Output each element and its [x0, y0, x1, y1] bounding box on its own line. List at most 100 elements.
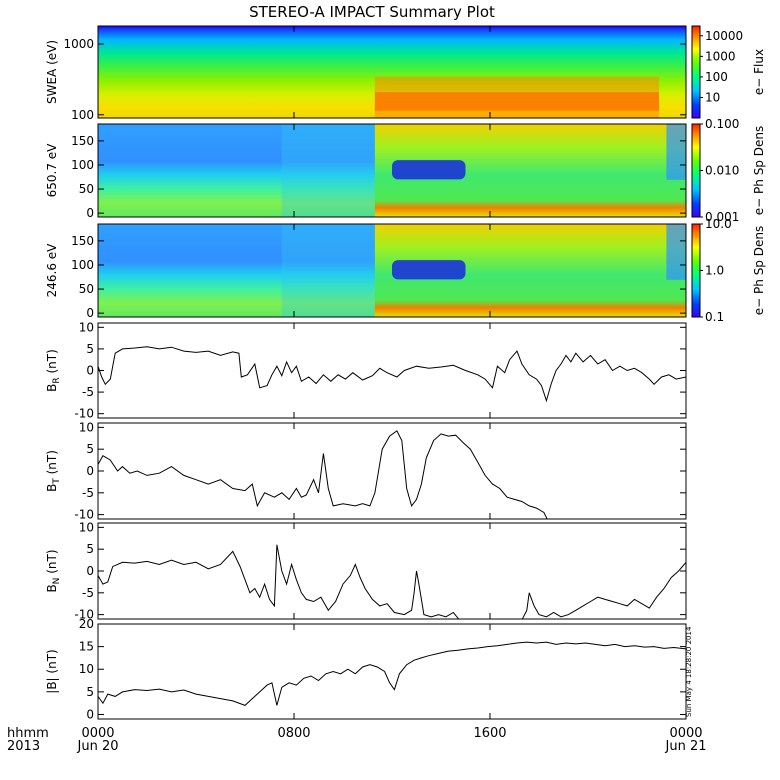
y-tick-label: 1000	[63, 37, 94, 51]
colorbar-tick-label: 0.001	[705, 210, 739, 224]
x-tick-label-time: 0000	[669, 726, 702, 741]
y-tick-label: 0	[86, 206, 94, 220]
colorbar-tick-label: 1000	[705, 49, 736, 63]
plot-area	[98, 423, 686, 519]
panel-pad650: 0 50 100 150 650.7 eV	[45, 123, 687, 220]
footer-hhmm: hhmm	[7, 726, 49, 741]
spectrogram-depletion	[392, 160, 466, 180]
panel-BR: -10 -5 0 5 10 BR (nT)	[45, 320, 687, 421]
footer-year: 2013	[7, 739, 40, 754]
y-axis-label: BT (nT)	[45, 450, 62, 492]
y-tick-label: 5	[86, 342, 94, 356]
y-tick-label: 50	[79, 282, 94, 296]
y-tick-label: 5	[86, 542, 94, 556]
y-axis-label-unit: (nT)	[45, 349, 59, 377]
colorbar-tick-label: 0.010	[705, 164, 739, 178]
y-tick-label: 0	[86, 564, 94, 578]
y-tick-label: 100	[71, 108, 94, 122]
y-axis-label: SWEA (eV)	[45, 40, 59, 104]
spectrogram-peak-region	[374, 92, 660, 111]
colorbar-swea: 10 100 1000 10000 e− Flux	[691, 25, 766, 119]
spectrogram-transition-region	[281, 124, 375, 217]
colorbar-label: e− Ph Sp Dens	[752, 226, 766, 315]
y-tick-label: 0	[86, 707, 94, 721]
y-tick-label: 150	[71, 234, 94, 248]
y-axis-label: BR (nT)	[45, 349, 62, 392]
y-tick-label: -10	[74, 407, 94, 421]
colorbar-tick-label: 10	[705, 90, 720, 104]
panel-frame	[97, 123, 687, 218]
series-line-BN	[521, 561, 686, 619]
chart-title: STEREO-A IMPACT Summary Plot	[249, 3, 495, 21]
colorbar-gradient	[691, 123, 701, 218]
y-axis-label-unit: (nT)	[45, 450, 59, 478]
y-axis-label-subscript: T	[52, 478, 62, 485]
y-tick-label: 10	[79, 420, 94, 434]
plot-area	[98, 624, 686, 719]
y-axis-label-main: 650.7 eV	[45, 143, 59, 198]
y-axis-label: |B| (nT)	[45, 649, 59, 693]
panel-pad246: 0 50 100 150 246.6 eV	[45, 223, 687, 320]
y-axis-label-main: 246.6 eV	[45, 243, 59, 298]
colorbar-tick-label: 0.100	[705, 117, 739, 131]
series-line-BR	[98, 346, 686, 403]
plot-area	[98, 523, 686, 619]
panel-BN: -10 -5 0 5 10 BN (nT)	[45, 520, 687, 622]
spectrogram-transition-region	[281, 224, 375, 317]
plot-area	[98, 323, 686, 418]
y-axis-label: 246.6 eV	[45, 243, 59, 298]
panel-frame	[97, 623, 687, 720]
colorbar-tick-label: 10000	[705, 29, 743, 43]
x-tick-label-time: 0000	[81, 726, 114, 741]
colorbar-gradient	[691, 25, 701, 119]
y-axis-label-main: |B| (nT)	[45, 649, 59, 693]
y-axis-label: BN (nT)	[45, 549, 62, 592]
y-axis-label-unit: (nT)	[45, 549, 59, 577]
series-line-BN	[98, 544, 460, 619]
colorbar-gradient	[691, 223, 701, 318]
panel-BT: -10 -5 0 5 10 BT (nT)	[45, 420, 687, 522]
y-axis-label: 650.7 eV	[45, 143, 59, 198]
spectrogram-end-region	[666, 224, 686, 280]
colorbar-label: e− Flux	[752, 49, 766, 95]
series-line-BT	[98, 430, 548, 519]
colorbars: 10 100 1000 10000 e− Flux 0.001 0.010 0.100 e− P…	[691, 25, 766, 324]
x-tick-label-date: Jun 21	[665, 739, 707, 754]
colorbar-tick-label: 100	[705, 70, 728, 84]
y-tick-label: 0	[86, 364, 94, 378]
y-tick-label: 50	[79, 182, 94, 196]
y-tick-label: -5	[82, 586, 94, 600]
y-axis-label-main: B	[45, 384, 59, 392]
colorbar-tick-label: 10.0	[705, 217, 732, 231]
y-tick-label: 0	[86, 464, 94, 478]
panel-frame	[97, 223, 687, 318]
y-tick-label: 15	[79, 640, 94, 654]
colorbar-pad650: 0.001 0.010 0.100 e− Ph Sp Dens	[691, 117, 766, 224]
x-tick-label-time: 1600	[473, 726, 506, 741]
y-axis-label-main: B	[45, 584, 59, 592]
y-tick-label: 0	[86, 306, 94, 320]
y-axis-label-subscript: N	[52, 578, 62, 585]
colorbar-tick-label: 0.1	[705, 310, 724, 324]
colorbar-pad246: 0.1 1.0 10.0 e− Ph Sp Dens	[691, 217, 766, 324]
y-tick-label: -10	[74, 508, 94, 522]
y-tick-label: 5	[86, 685, 94, 699]
y-tick-label: 20	[79, 617, 94, 631]
y-axis-label-main: B	[45, 484, 59, 492]
spectrogram-end-region	[666, 124, 686, 180]
y-tick-label: -5	[82, 385, 94, 399]
colorbar-tick-label: 1.0	[705, 264, 724, 278]
x-tick-label-date: Jun 20	[77, 739, 119, 754]
y-tick-label: -10	[74, 608, 94, 622]
y-axis-label-subscript: R	[52, 377, 62, 383]
y-tick-label: 10	[79, 320, 94, 334]
panel-frame	[97, 25, 687, 119]
series-line-Bmag	[98, 641, 686, 706]
y-tick-label: 150	[71, 134, 94, 148]
spectrogram-depletion	[392, 260, 466, 280]
colorbar-label: e− Ph Sp Dens	[752, 126, 766, 215]
timestamp-stamp: Sun May 4 18:28:20 2014	[685, 626, 693, 717]
